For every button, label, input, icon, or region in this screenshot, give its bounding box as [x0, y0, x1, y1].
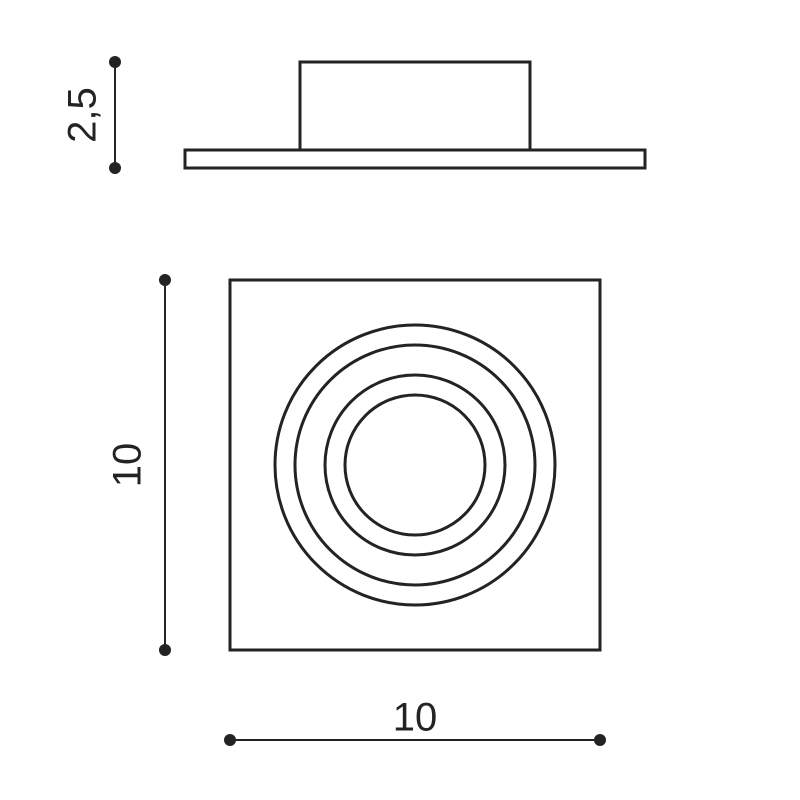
dim-dot	[594, 734, 606, 746]
plan-view-circle-3	[345, 395, 485, 535]
dim-dot	[109, 162, 121, 174]
plan-view-circle-2	[325, 375, 505, 555]
dim-label-height: 2,5	[61, 87, 105, 143]
plan-view-circle-1	[295, 345, 535, 585]
dim-label-side: 10	[106, 443, 150, 488]
side-view-flange	[185, 150, 645, 168]
dim-label-width: 10	[393, 696, 438, 740]
plan-view-circle-0	[275, 325, 555, 605]
side-view-body	[300, 62, 530, 150]
dim-dot	[109, 56, 121, 68]
dim-dot	[224, 734, 236, 746]
dim-dot	[159, 644, 171, 656]
dim-dot	[159, 274, 171, 286]
plan-view-square	[230, 280, 600, 650]
